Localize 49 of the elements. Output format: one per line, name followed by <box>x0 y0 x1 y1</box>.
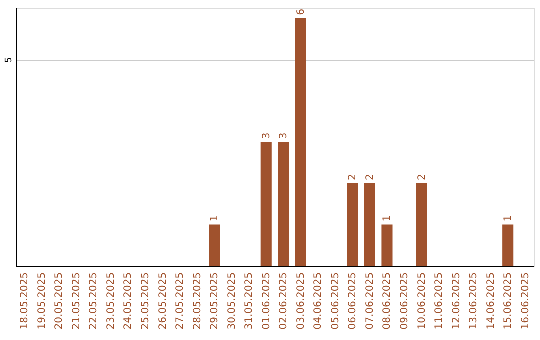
data-label: 2 <box>348 174 359 180</box>
bar <box>364 183 376 266</box>
bar <box>209 224 220 266</box>
x-tick-label: 22.05.2025 <box>88 272 100 330</box>
x-tick-label: 26.05.2025 <box>158 272 169 330</box>
x-tick-label: 07.06.2025 <box>364 272 376 330</box>
x-tick-label: 11.06.2025 <box>434 272 446 330</box>
data-label: 1 <box>382 215 394 222</box>
x-tick-label: 20.05.2025 <box>54 272 66 330</box>
x-tick-label: 04.06.2025 <box>313 272 324 330</box>
x-tick-label: 24.05.2025 <box>123 272 134 330</box>
x-tick-label: 30.05.2025 <box>226 272 238 330</box>
x-tick-label: 15.06.2025 <box>503 272 514 330</box>
x-tick-label: 02.06.2025 <box>278 272 290 330</box>
bar <box>278 142 290 266</box>
data-label: 2 <box>416 174 428 180</box>
x-tick-label: 16.06.2025 <box>520 272 532 330</box>
x-tick-label: 05.06.2025 <box>330 272 342 330</box>
x-tick-label: 01.06.2025 <box>261 272 272 330</box>
bar <box>260 142 272 266</box>
bar <box>502 224 514 266</box>
bar <box>295 18 306 266</box>
x-tick-label: 13.06.2025 <box>468 272 480 330</box>
x-tick-label: 29.05.2025 <box>210 272 221 330</box>
x-tick-label: 19.05.2025 <box>36 272 48 330</box>
data-label: 2 <box>364 174 376 180</box>
x-tick-label: 10.06.2025 <box>416 272 428 330</box>
bar <box>382 224 393 266</box>
y-tick-label: 5 <box>4 57 14 63</box>
x-tick-label: 08.06.2025 <box>382 272 394 330</box>
x-tick-label: 31.05.2025 <box>244 272 256 330</box>
x-tick-label: 12.06.2025 <box>451 272 462 330</box>
bar <box>347 183 358 266</box>
data-label: 1 <box>210 215 221 222</box>
data-label: 6 <box>296 8 307 16</box>
x-tick-label: 25.05.2025 <box>140 272 152 330</box>
x-tick-label: 14.06.2025 <box>486 272 497 330</box>
x-tick-label: 27.05.2025 <box>175 272 186 330</box>
x-tick-label: 03.06.2025 <box>296 272 307 330</box>
bar <box>416 183 428 266</box>
x-tick-label: 18.05.2025 <box>20 272 31 330</box>
data-label: 3 <box>278 132 290 140</box>
x-tick-label: 28.05.2025 <box>192 272 204 330</box>
data-label: 3 <box>261 132 272 140</box>
x-tick-label: 21.05.2025 <box>71 272 82 330</box>
data-label: 1 <box>503 215 514 222</box>
x-tick-label: 06.06.2025 <box>348 272 359 330</box>
x-tick-label: 23.05.2025 <box>106 272 117 330</box>
x-tick-label: 09.06.2025 <box>400 272 410 330</box>
